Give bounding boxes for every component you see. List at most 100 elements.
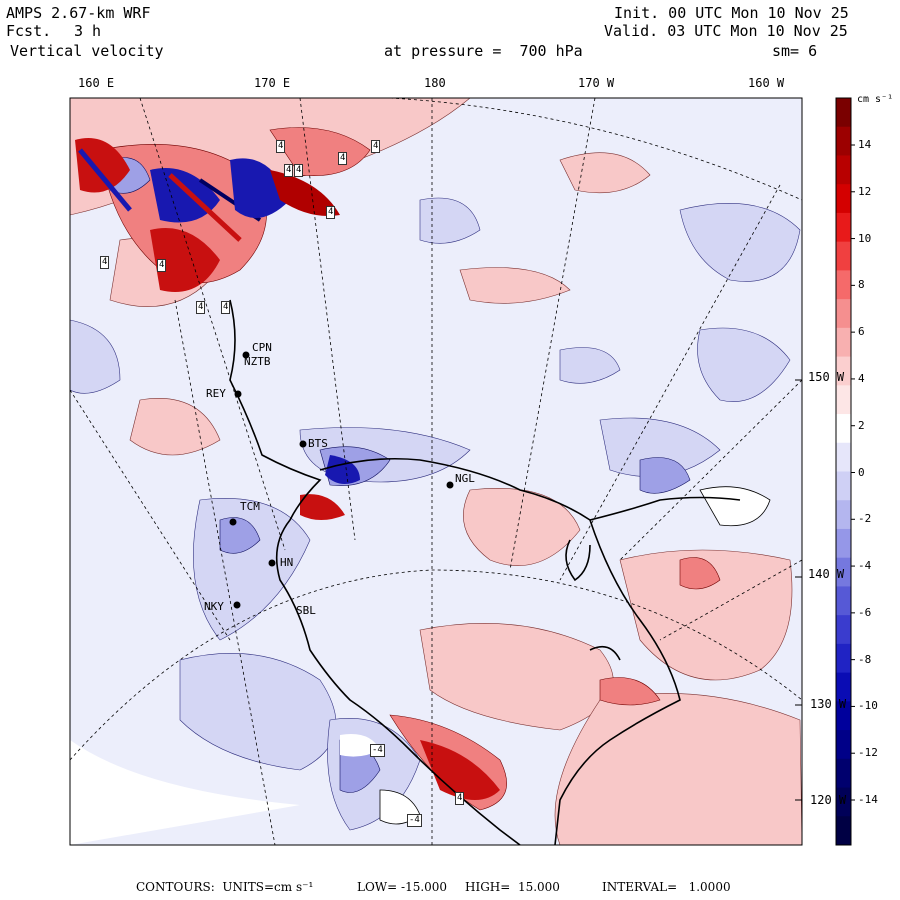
strong-cells [75, 138, 771, 825]
lat-label-130w: 130 W [810, 697, 847, 711]
station-tcm-dot [229, 518, 237, 526]
colorbar-swatch [836, 816, 851, 846]
colorbar-swatch [836, 385, 851, 415]
contour-label: -4 [370, 744, 385, 757]
colorbar-swatch [836, 730, 851, 760]
lon-label-160w: 160 W [748, 76, 785, 90]
colorbar-swatch [836, 643, 851, 674]
lon-label-180: 180 [424, 76, 446, 90]
lon-label-170w: 170 W [578, 76, 615, 90]
station-label-sbl: SBL [296, 604, 316, 617]
colorbar-tick-label: 10 [858, 231, 872, 245]
colorbar-swatch [836, 299, 851, 329]
station-label-tcm: TCM [240, 500, 260, 513]
colorbar-units: cm s⁻¹ [857, 94, 894, 105]
colorbar-tick-label: -4 [858, 559, 872, 573]
colorbar-tick-label: -10 [858, 699, 878, 713]
colorbar-swatch [836, 241, 851, 271]
station-label-ngl: NGL [455, 472, 475, 485]
colorbar-swatch [836, 414, 851, 444]
contour-label: 4 [294, 164, 304, 177]
lon-label-170e: 170 E [254, 76, 291, 90]
lon-label-160e: 160 E [78, 76, 115, 90]
station-cpn-dot [242, 351, 250, 359]
contour-label: 4 [284, 164, 294, 177]
model-title: AMPS 2.67-km WRF [6, 4, 151, 22]
contour-label: 4 [196, 301, 206, 314]
smoothing-value: sm= 6 [772, 42, 818, 60]
footer-contours: CONTOURS: UNITS=cm s⁻¹ [136, 880, 314, 894]
init-time: Init. 00 UTC Mon 10 Nov 25 [614, 4, 849, 22]
colorbar-swatch [836, 471, 851, 501]
field-title: Vertical velocity [10, 42, 164, 60]
contour-label: 4 [371, 140, 381, 153]
lat-label-140w: 140 W [808, 567, 845, 581]
coastline [229, 299, 741, 845]
colorbar-swatch [836, 758, 851, 789]
colorbar-tick-label: -14 [858, 793, 878, 806]
pressure-level: at pressure = 700 hPa [384, 42, 583, 60]
contour-label: 4 [221, 301, 231, 314]
lat-label-120w: 120 W [810, 793, 847, 807]
colorbar-tick-label: -12 [858, 746, 878, 760]
station-ngl-dot [446, 481, 454, 489]
station-label-nztb: NZTB [244, 355, 271, 368]
colorbar-swatch [836, 528, 851, 559]
colorbar-swatch [836, 126, 851, 156]
colorbar-tick-label: -2 [858, 512, 872, 526]
colorbar-swatch [836, 270, 851, 300]
contour-label: 4 [455, 792, 465, 805]
station-label-cpn: CPN [252, 341, 272, 354]
footer-interval: INTERVAL= 1.0000 [602, 880, 731, 894]
footer-high: HIGH= 15.000 [465, 880, 560, 894]
map-field [70, 98, 802, 845]
contour-label: 4 [157, 259, 167, 272]
colorbar-tick-label: 0 [858, 465, 865, 479]
footer-low: LOW= -15.000 [357, 880, 448, 894]
colorbar-swatch [836, 155, 851, 185]
colorbar-tick-label: -6 [858, 605, 872, 619]
colorbar-swatch [836, 184, 851, 214]
colorbar-swatch [836, 442, 851, 472]
colorbar-swatch [836, 500, 851, 530]
colorbar-frame [835, 97, 852, 846]
colorbar-tick-label: 14 [858, 138, 872, 151]
colorbar-tick-label: 6 [858, 325, 865, 339]
station-bts-dot [299, 440, 307, 448]
colorbar-tick-label: 12 [858, 184, 872, 198]
contour-label: 4 [276, 140, 286, 153]
lat-label-150w: 150 W [808, 370, 845, 384]
colorbar-tick-label: -8 [858, 652, 872, 666]
colorbar-tick-label: 2 [858, 418, 865, 432]
station-nky-dot [233, 601, 241, 609]
domain-edge [70, 740, 300, 845]
station-rey-dot [234, 390, 242, 398]
colorbar-swatch [836, 701, 851, 731]
colorbar-swatch [836, 212, 851, 243]
contour-label: -4 [407, 814, 422, 827]
colorbar-swatch [836, 327, 851, 358]
forecast-label: Fcst. [6, 22, 52, 40]
colorbar-swatch [836, 586, 851, 616]
station-markers [229, 351, 454, 609]
station-hn-dot [268, 559, 276, 567]
colorbar-swatch [836, 672, 851, 702]
map-frame [69, 97, 803, 846]
station-label-bts: BTS [308, 437, 328, 450]
colorbar [836, 98, 855, 846]
colorbar-swatch [836, 557, 851, 587]
contour-label: 4 [326, 206, 336, 219]
colorbar-tick-label: 4 [858, 371, 865, 385]
lat-ticks [795, 379, 802, 801]
valid-time: Valid. 03 UTC Mon 10 Nov 25 [604, 22, 848, 40]
colorbar-swatch [836, 787, 851, 817]
contour-label: 4 [100, 256, 110, 269]
station-label-rey: REY [206, 387, 226, 400]
graticule [70, 98, 802, 845]
station-label-nky: NKY [204, 600, 224, 613]
forecast-value: 3 h [74, 22, 102, 40]
station-label-hn: HN [280, 556, 294, 569]
contour-label: 4 [338, 152, 348, 165]
colorbar-tick-label: 8 [858, 278, 865, 292]
